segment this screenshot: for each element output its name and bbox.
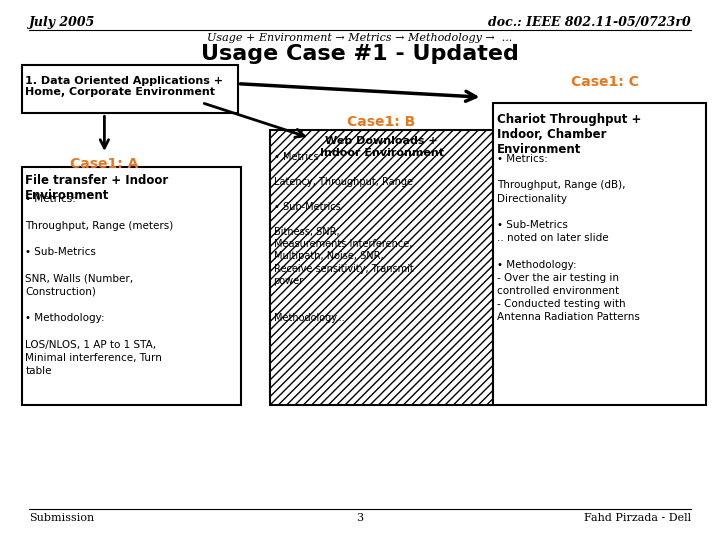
Text: 1. Data Oriented Applications +
Home, Corporate Environment: 1. Data Oriented Applications + Home, Co… — [25, 76, 223, 97]
Text: Submission: Submission — [29, 514, 94, 523]
Text: Case1: C: Case1: C — [571, 75, 639, 89]
Text: 3: 3 — [356, 514, 364, 523]
Text: • Metrics:

Throughput, Range (dB),
Directionality

• Sub-Metrics
.. noted on la: • Metrics: Throughput, Range (dB), Direc… — [497, 154, 639, 322]
Text: Chariot Throughput +
Indoor, Chamber
Environment: Chariot Throughput + Indoor, Chamber Env… — [497, 113, 642, 157]
Text: Usage Case #1 - Updated: Usage Case #1 - Updated — [201, 44, 519, 64]
Text: July 2005: July 2005 — [29, 16, 95, 29]
Text: • Metrics

Latency, Throughput, Range

• Sub-Metrics

Bitness, SNR,
Measurements: • Metrics Latency, Throughput, Range • S… — [274, 152, 413, 323]
Text: Case1: A: Case1: A — [71, 157, 138, 171]
Text: Web Downloads +
Indoor Environment: Web Downloads + Indoor Environment — [320, 136, 444, 158]
Text: • Metrics:

Throughput, Range (meters)

• Sub-Metrics

SNR, Walls (Number,
Const: • Metrics: Throughput, Range (meters) • … — [25, 194, 174, 376]
Text: Fahd Pirzada - Dell: Fahd Pirzada - Dell — [584, 514, 691, 523]
Text: doc.: IEEE 802.11-05/0723r0: doc.: IEEE 802.11-05/0723r0 — [488, 16, 691, 29]
Text: Case1: B: Case1: B — [348, 114, 415, 129]
Text: File transfer + Indoor
Environment: File transfer + Indoor Environment — [25, 174, 168, 202]
Bar — [22, 167, 241, 405]
Text: Usage + Environment → Metrics → Methodology →  ...: Usage + Environment → Metrics → Methodol… — [207, 33, 513, 43]
Bar — [493, 103, 706, 405]
Bar — [270, 130, 493, 405]
Bar — [22, 65, 238, 113]
